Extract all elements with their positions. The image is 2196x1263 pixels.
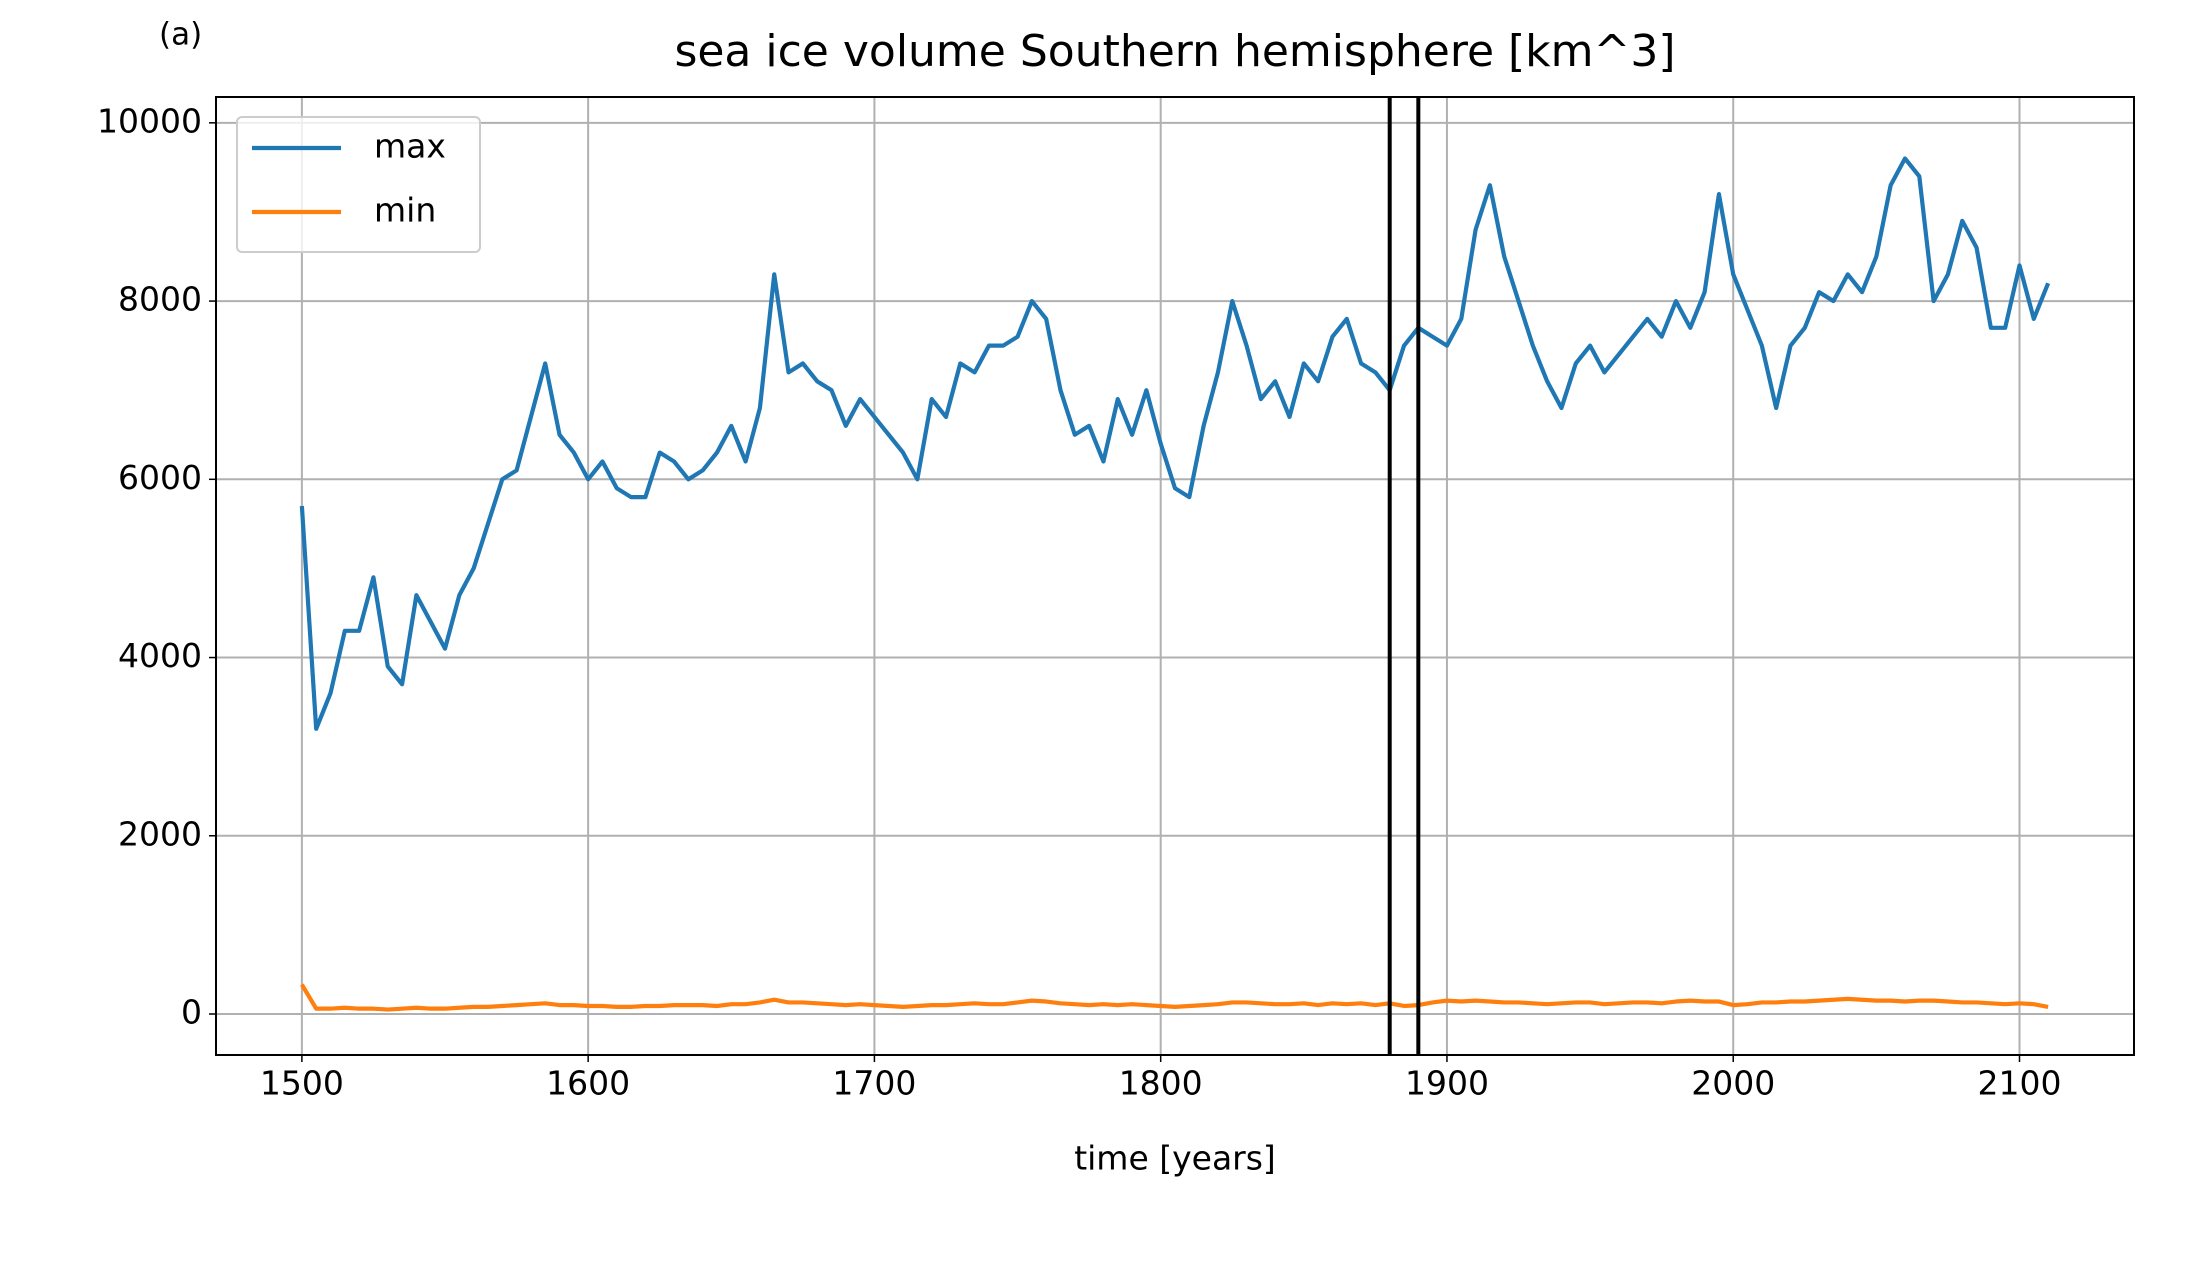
legend-label: max <box>374 127 446 166</box>
x-tick-label: 1600 <box>546 1064 630 1103</box>
x-tick-label: 1700 <box>832 1064 916 1103</box>
x-tick-label: 1500 <box>260 1064 344 1103</box>
chart-title: sea ice volume Southern hemisphere [km^3… <box>674 26 1675 77</box>
x-tick-label: 1800 <box>1119 1064 1203 1103</box>
y-tick-label: 8000 <box>118 280 202 319</box>
x-tick-label: 2100 <box>1978 1064 2062 1103</box>
line-series <box>299 156 2051 731</box>
legend-box <box>236 116 481 253</box>
line-series <box>300 983 2049 1012</box>
y-tick-label: 10000 <box>97 101 202 140</box>
panel-label: (a) <box>159 17 202 53</box>
y-tick-label: 2000 <box>118 814 202 853</box>
legend-label: min <box>374 191 436 230</box>
x-axis-label: time [years] <box>1074 1139 1276 1178</box>
x-tick-label: 2000 <box>1691 1064 1775 1103</box>
y-tick-label: 4000 <box>118 636 202 675</box>
y-tick-label: 0 <box>181 993 202 1032</box>
plot-frame <box>215 96 2135 1056</box>
x-tick-label: 1900 <box>1405 1064 1489 1103</box>
y-tick-label: 6000 <box>118 458 202 497</box>
